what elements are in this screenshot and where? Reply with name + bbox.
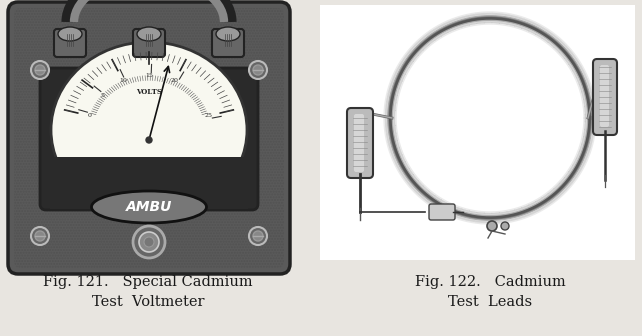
Text: 25: 25 bbox=[204, 114, 212, 118]
Text: AMBU: AMBU bbox=[126, 200, 172, 214]
Circle shape bbox=[35, 65, 45, 75]
FancyBboxPatch shape bbox=[212, 29, 244, 57]
Circle shape bbox=[35, 231, 45, 241]
Circle shape bbox=[253, 65, 263, 75]
FancyBboxPatch shape bbox=[347, 108, 373, 178]
FancyBboxPatch shape bbox=[593, 59, 617, 135]
Ellipse shape bbox=[216, 27, 240, 41]
Ellipse shape bbox=[58, 27, 82, 41]
Circle shape bbox=[249, 227, 267, 245]
FancyBboxPatch shape bbox=[50, 157, 248, 209]
Circle shape bbox=[253, 231, 263, 241]
Circle shape bbox=[31, 61, 49, 79]
Text: 5: 5 bbox=[100, 92, 104, 97]
Circle shape bbox=[139, 232, 159, 252]
Text: Test  Voltmeter: Test Voltmeter bbox=[92, 295, 204, 309]
Text: Fig. 121.   Special Cadmium: Fig. 121. Special Cadmium bbox=[43, 275, 253, 289]
Circle shape bbox=[249, 61, 267, 79]
FancyBboxPatch shape bbox=[40, 68, 258, 210]
Ellipse shape bbox=[137, 27, 161, 41]
Bar bbox=[320, 5, 635, 260]
Text: Fig. 122.   Cadmium: Fig. 122. Cadmium bbox=[415, 275, 566, 289]
Ellipse shape bbox=[92, 191, 207, 223]
FancyBboxPatch shape bbox=[600, 65, 609, 127]
FancyBboxPatch shape bbox=[429, 204, 455, 220]
FancyBboxPatch shape bbox=[8, 2, 290, 274]
FancyBboxPatch shape bbox=[354, 114, 364, 172]
Circle shape bbox=[501, 222, 509, 230]
FancyBboxPatch shape bbox=[133, 29, 165, 57]
Circle shape bbox=[133, 226, 165, 258]
Text: 10: 10 bbox=[119, 78, 127, 83]
FancyBboxPatch shape bbox=[54, 29, 86, 57]
Text: 15: 15 bbox=[145, 73, 153, 78]
Circle shape bbox=[146, 137, 152, 143]
Text: VOLTS: VOLTS bbox=[136, 88, 162, 96]
Circle shape bbox=[487, 221, 497, 231]
Text: 0: 0 bbox=[88, 114, 92, 118]
Text: 20: 20 bbox=[171, 78, 179, 83]
Ellipse shape bbox=[51, 42, 247, 218]
Circle shape bbox=[144, 237, 154, 247]
Text: Test  Leads: Test Leads bbox=[448, 295, 532, 309]
Circle shape bbox=[31, 227, 49, 245]
